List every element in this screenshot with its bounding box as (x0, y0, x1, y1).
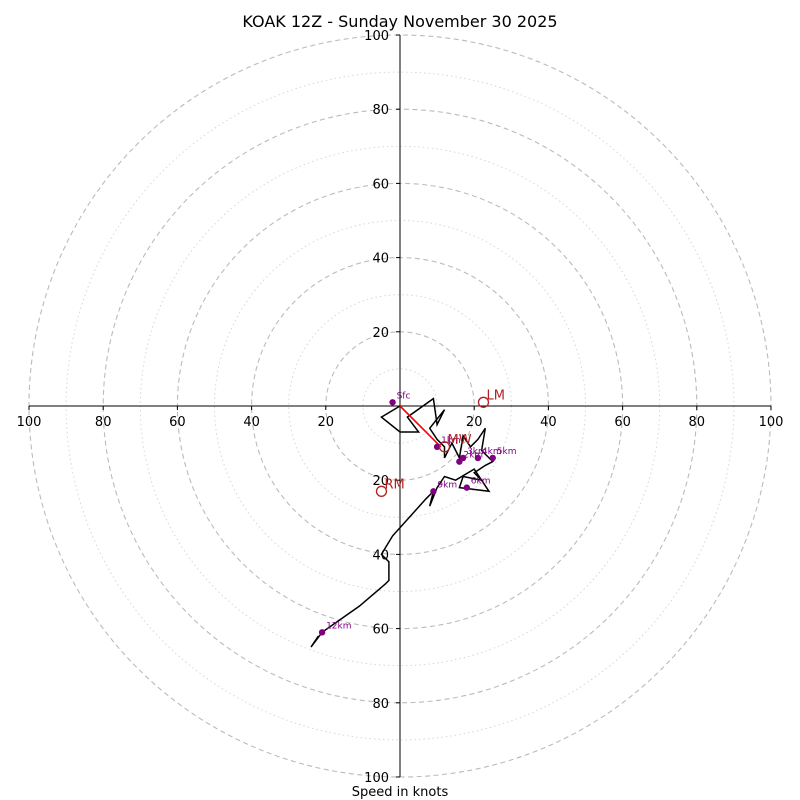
x-tick-labels: 100 80 60 40 20 20 40 60 80 100 (17, 406, 784, 430)
y-tick-label: 80 (372, 697, 389, 712)
height-label-5km: 5km (497, 447, 517, 457)
height-label-4km: 4km (482, 447, 502, 457)
height-label-1km: 1km (441, 436, 461, 446)
height-dot-1km (433, 443, 441, 451)
y-tick-label: 100 (364, 771, 389, 786)
y-tick-label: 20 (372, 474, 389, 489)
motion-marker-RM (375, 485, 388, 497)
height-label-Sfc: Sfc (397, 391, 411, 401)
x-tick-label: 20 (318, 415, 335, 430)
motion-marker-LM (477, 396, 490, 408)
height-dot-9km (430, 488, 437, 495)
height-dot-5km (489, 454, 496, 462)
y-tick-label: 100 (364, 29, 389, 44)
x-tick-label: 100 (17, 415, 42, 430)
y-tick-labels: 100 80 60 40 20 20 40 60 80 100 (364, 29, 400, 786)
x-tick-label: 60 (169, 415, 186, 430)
height-label-3km: 3km (467, 447, 487, 457)
height-label-12km: 12km (326, 621, 351, 631)
hodograph-line (310, 397, 495, 648)
motion-label-LM: LM (486, 388, 504, 403)
height-label-2km: 2km (463, 451, 483, 461)
y-tick-label: 40 (372, 548, 389, 563)
y-tick-label: 80 (372, 103, 389, 118)
height-dot-12km (318, 629, 326, 636)
x-tick-label: 40 (540, 415, 557, 430)
height-dot-3km (459, 454, 467, 462)
x-tick-label: 60 (614, 415, 631, 430)
height-dot-6km (463, 484, 470, 491)
x-tick-label: 80 (689, 415, 706, 430)
y-tick-label: 60 (372, 177, 389, 192)
height-label-9km: 9km (437, 480, 457, 490)
motion-label-MW: MW (448, 433, 472, 448)
shear-vector (399, 405, 442, 448)
motion-marker-MW (438, 441, 451, 453)
bulk-shear-line (399, 405, 442, 448)
height-dot-Sfc (389, 399, 396, 406)
storm-motion-markers: LM RM MW (375, 388, 505, 497)
chart-title: KOAK 12Z - Sunday November 30 2025 (242, 12, 557, 31)
motion-label-RM: RM (384, 477, 404, 492)
y-tick-label: 60 (372, 623, 389, 638)
y-tick-label: 40 (372, 252, 389, 267)
x-tick-label: 20 (466, 415, 483, 430)
height-dot-4km (474, 454, 482, 462)
x-tick-label: 100 (759, 415, 784, 430)
x-axis-label: Speed in knots (352, 785, 449, 800)
x-tick-label: 40 (243, 415, 260, 430)
height-label-6km: 6km (471, 477, 491, 487)
x-tick-label: 80 (95, 415, 112, 430)
wind-trace (310, 397, 495, 648)
y-tick-label: 20 (372, 326, 389, 341)
